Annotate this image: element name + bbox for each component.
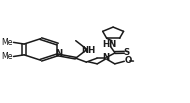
Text: HN: HN	[102, 40, 116, 49]
Text: NH: NH	[82, 46, 96, 55]
Text: O: O	[124, 56, 132, 65]
Text: N: N	[55, 49, 63, 58]
Text: N: N	[102, 53, 110, 63]
Text: Me: Me	[1, 52, 13, 61]
Text: S: S	[124, 48, 130, 57]
Text: Me: Me	[1, 38, 13, 47]
